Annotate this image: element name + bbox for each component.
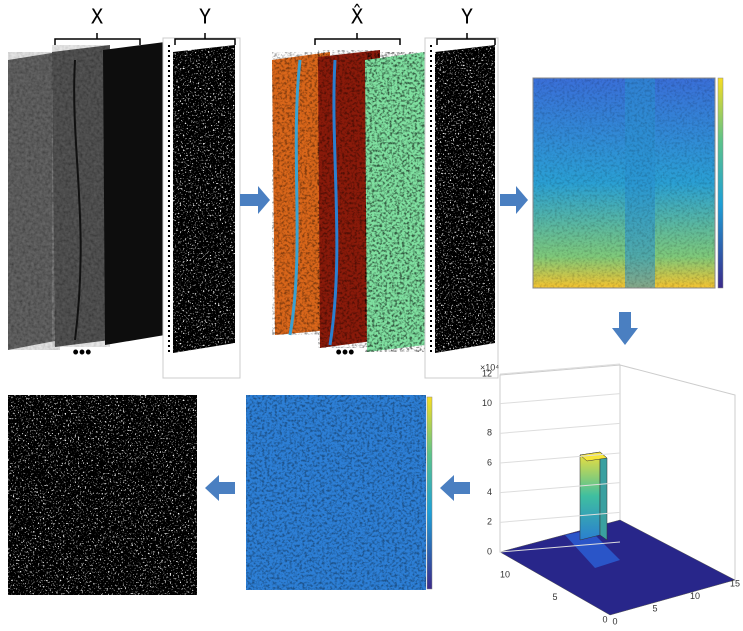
error-map (246, 395, 432, 590)
y-tick-label: 10 (500, 569, 510, 579)
z-tick-label: 10 (482, 398, 492, 408)
x-tick-label: 0 (612, 616, 617, 626)
y-label: Y (199, 5, 211, 29)
z-tick-label: 2 (487, 517, 492, 527)
z-tick-label: 8 (487, 428, 492, 438)
grid-line (500, 364, 620, 374)
y-tick-label: 0 (602, 614, 607, 624)
arrow (612, 312, 638, 345)
x-hat-label: X̂ (351, 4, 363, 29)
y-label: Y (461, 5, 473, 29)
z-tick-label: 0 (487, 546, 492, 556)
x-tick-label: 5 (652, 604, 657, 614)
input-image (103, 42, 165, 345)
x-label: X (91, 5, 103, 29)
stage-2: X̂ Y ••• (272, 4, 498, 378)
grid-line (500, 423, 620, 433)
histogram-bar (580, 452, 600, 540)
arrow (440, 475, 470, 501)
stage-1: X Y ••• (8, 5, 240, 379)
z-tick-label: 6 (487, 457, 492, 467)
heatmap (533, 78, 723, 288)
ellipsis: ••• (73, 342, 92, 362)
arrow (205, 475, 235, 501)
ellipsis: ••• (336, 342, 355, 362)
arrow (240, 186, 270, 214)
arrow (500, 186, 528, 214)
grid-line (500, 394, 620, 404)
output-image (8, 395, 197, 595)
pipeline-diagram: X Y ••• X̂ Y ••• (0, 0, 743, 631)
x-tick-label: 15 (730, 578, 740, 588)
y-tick-label: 5 (552, 592, 557, 602)
x-tick-label: 10 (690, 591, 700, 601)
z-tick-label: 4 (487, 487, 492, 497)
z-tick-label: 12 (482, 368, 492, 378)
